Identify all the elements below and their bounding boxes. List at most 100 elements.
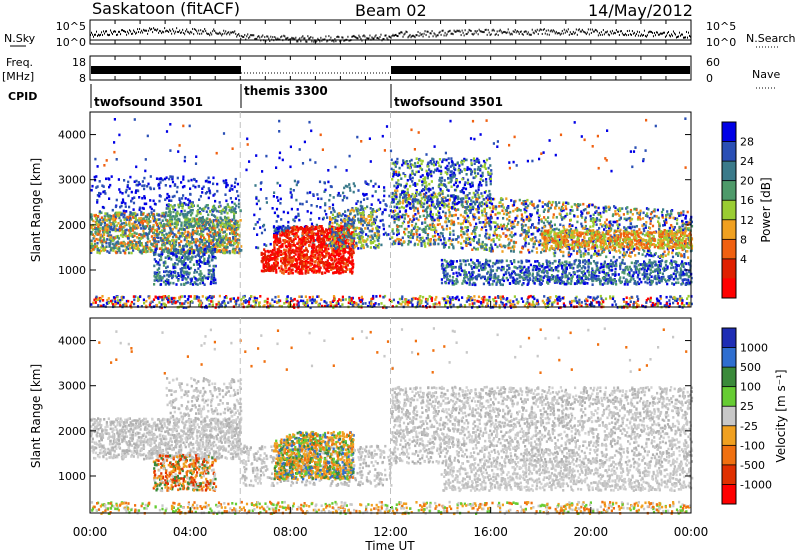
scatter-cell — [97, 225, 100, 228]
scatter-cell — [125, 210, 128, 213]
scatter-cell — [236, 251, 239, 254]
scatter-cell — [135, 226, 138, 230]
scatter-cell — [285, 235, 288, 239]
scatter-cell — [266, 267, 269, 270]
scatter-cell — [193, 219, 197, 223]
noise-point — [553, 30, 555, 33]
scatter-cell — [474, 232, 477, 236]
noise-point — [356, 37, 358, 40]
scatter-cell — [195, 244, 198, 248]
scatter-cell — [340, 247, 343, 250]
scatter-cell — [178, 245, 182, 248]
scatter-cell — [332, 208, 335, 212]
scatter-cell — [542, 221, 546, 225]
scatter-cell — [298, 218, 301, 222]
scatter-cell — [105, 245, 108, 248]
scatter-cell — [229, 243, 232, 247]
scatter-cell — [289, 187, 292, 191]
scatter-cell — [273, 234, 276, 237]
scatter-cell — [144, 220, 147, 223]
scatter-cell — [208, 237, 211, 241]
noise-point — [292, 37, 294, 40]
scatter-cell — [212, 252, 215, 255]
scatter-cell — [152, 224, 155, 227]
scatter-cell — [177, 279, 180, 282]
scatter-cell — [171, 231, 174, 235]
noise-point — [678, 31, 680, 34]
scatter-cell — [115, 198, 118, 202]
scatter-cell — [319, 258, 322, 262]
scatter-cell — [195, 180, 198, 183]
scatter-cell — [187, 243, 190, 246]
scatter-cell — [121, 192, 124, 195]
scatter-cell — [204, 227, 207, 231]
scatter-cell — [98, 191, 101, 195]
scatter-cell — [161, 248, 164, 252]
scatter-cell — [198, 198, 201, 201]
scatter-cell — [230, 210, 233, 214]
scatter-cell — [170, 199, 173, 202]
scatter-cell — [183, 220, 187, 224]
scatter-cell — [164, 218, 167, 222]
scatter-cell — [383, 189, 386, 193]
scatter-cell — [326, 216, 329, 219]
scatter-cell — [105, 219, 108, 222]
scatter-cell — [235, 241, 238, 244]
scatter-cell — [508, 241, 511, 245]
scatter-cell — [187, 226, 190, 230]
scatter-cell — [227, 224, 230, 228]
noise-point — [674, 33, 676, 36]
scatter-cell — [356, 210, 359, 213]
scatter-cell — [139, 233, 142, 236]
scatter-cell — [119, 219, 122, 222]
scatter-cell — [148, 224, 151, 228]
scatter-cell — [340, 218, 343, 222]
noise-point — [369, 34, 371, 37]
noise-point — [585, 33, 587, 36]
scatter-cell — [200, 217, 203, 220]
noise-point — [537, 33, 539, 36]
scatter-cell — [229, 187, 232, 190]
noise-point — [511, 33, 513, 36]
scatter-cell — [223, 251, 226, 255]
scatter-cell — [306, 210, 309, 213]
noise-point — [383, 38, 385, 41]
scatter-cell — [280, 267, 283, 271]
scatter-cell — [281, 261, 284, 265]
scatter-cell — [159, 224, 163, 227]
scatter-cell — [90, 213, 93, 216]
noise-point — [393, 35, 395, 38]
scatter-cell — [233, 202, 236, 206]
scatter-cell — [379, 219, 382, 223]
scatter-cell — [109, 235, 112, 239]
scatter-cell — [326, 236, 329, 240]
noise-point — [306, 40, 308, 43]
scatter-cell — [113, 244, 116, 247]
scatter-cell — [294, 235, 297, 238]
freq-label-line2: [MHz] — [2, 70, 34, 83]
scatter-cell — [263, 258, 266, 262]
noise-point — [560, 32, 562, 35]
scatter-cell — [270, 253, 273, 257]
scatter-cell — [155, 233, 159, 237]
scatter-cell — [201, 254, 204, 258]
scatter-cell — [335, 271, 338, 274]
scatter-cell — [97, 233, 100, 236]
scatter-cell — [155, 243, 159, 246]
scatter-cell — [355, 202, 358, 205]
scatter-cell — [355, 242, 358, 245]
scatter-cell — [569, 209, 572, 212]
noise-point — [319, 40, 321, 43]
scatter-cell — [173, 217, 176, 221]
scatter-cell — [328, 225, 331, 228]
scatter-cell — [201, 187, 204, 190]
noise-point — [486, 33, 488, 36]
scatter-cell — [322, 232, 325, 236]
scatter-cell — [229, 232, 232, 235]
noise-point — [188, 31, 190, 34]
scatter-cell — [266, 249, 269, 253]
scatter-cell — [216, 239, 219, 242]
scatter-cell — [237, 227, 240, 231]
scatter-cell — [132, 224, 135, 227]
scatter-cell — [323, 266, 326, 270]
